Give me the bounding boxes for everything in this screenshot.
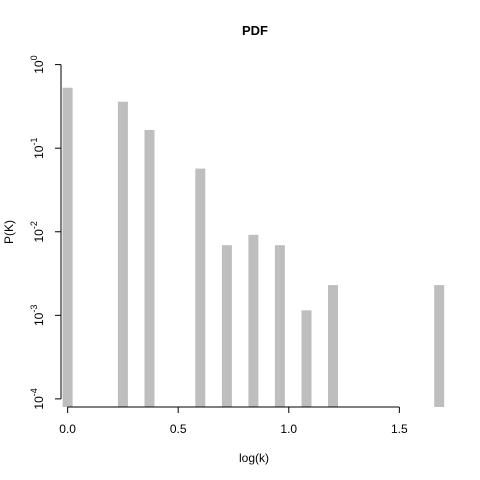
y-tick-label: 10-3 [29,305,46,326]
x-tick-label: 1.0 [280,422,297,436]
svg-text:100: 100 [29,55,46,73]
bar [301,310,312,407]
bar [434,285,445,407]
svg-text:10-3: 10-3 [29,305,46,326]
bar [195,168,206,407]
svg-text:10-2: 10-2 [29,221,46,242]
y-tick-label: 10-1 [29,138,46,159]
svg-text:10-1: 10-1 [29,138,46,159]
chart-title: PDF [242,23,268,38]
x-tick-label: 1.5 [391,422,408,436]
y-axis-title: P(K) [2,220,16,244]
x-tick-label: 0.5 [170,422,187,436]
y-tick-label: 100 [29,55,46,73]
y-tick-label: 10-2 [29,221,46,242]
bar [274,245,285,407]
bars-layer [62,87,445,407]
bar [144,130,155,407]
bar [328,285,338,407]
x-axis-title: log(k) [239,451,269,465]
bar [221,245,232,407]
bar [248,234,259,407]
svg-text:10-4: 10-4 [29,388,46,409]
axes-layer: 0.0 0.5 1.0 1.5 100 10-1 10-2 10-3 10-4 [29,55,408,436]
y-tick-label: 10-4 [29,388,46,409]
bar [62,87,73,407]
bar [117,101,128,407]
x-tick-label: 0.0 [59,422,76,436]
